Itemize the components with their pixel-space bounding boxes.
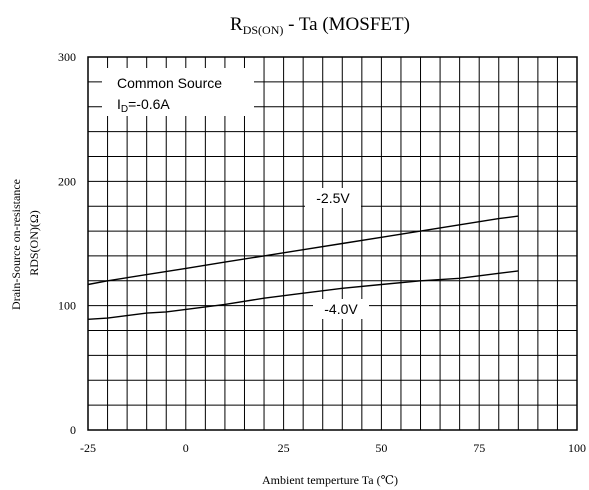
y-axis-label-line1: Drain-Source on-resistance <box>9 179 23 310</box>
annotation-current-subscript: D <box>121 104 128 115</box>
chart-title-rest: - Ta (MOSFET) <box>283 14 410 35</box>
series-label-2: -4.0V <box>324 301 358 317</box>
series-line-1 <box>87 215 519 286</box>
x-tick-label: 75 <box>473 441 485 455</box>
x-tick-label: 25 <box>278 441 290 455</box>
y-tick-label: 100 <box>58 299 76 313</box>
annotation-box <box>102 68 254 116</box>
series-label-bg-1 <box>305 188 361 208</box>
x-tick-label: -25 <box>80 441 96 455</box>
series <box>87 215 519 320</box>
tick-labels: -25 0 25 50 75 100 0 100 200 300 <box>58 50 586 455</box>
y-axis-label: Drain-Source on-resistance RDS(ON)(Ω) <box>9 176 41 310</box>
chart-title: RDS(ON) - Ta (MOSFET) <box>230 14 410 37</box>
series-line-2 <box>87 270 519 320</box>
y-tick-label: 200 <box>58 174 76 188</box>
series-label-bg-2 <box>313 299 369 319</box>
y-tick-label: 0 <box>70 423 76 437</box>
x-tick-label: 0 <box>183 441 189 455</box>
annotation-line1: Common Source <box>117 75 222 91</box>
chart-title-main: R <box>230 14 243 35</box>
x-axis-label: Ambient temperture Ta (℃) <box>262 473 398 487</box>
series-label-1: -2.5V <box>316 190 350 206</box>
y-tick-label: 300 <box>58 50 76 64</box>
x-tick-label: 50 <box>375 441 387 455</box>
plot-frame <box>87 56 578 431</box>
annotation-line2: ID=-0.6A <box>117 96 170 115</box>
x-tick-label: 100 <box>568 441 586 455</box>
y-axis-label-line2: RDS(ON)(Ω) <box>27 210 41 276</box>
annotation-current-rest: =-0.6A <box>128 96 170 112</box>
annotation-current-main: I <box>117 96 121 112</box>
chart-title-subscript: DS(ON) <box>243 23 284 37</box>
